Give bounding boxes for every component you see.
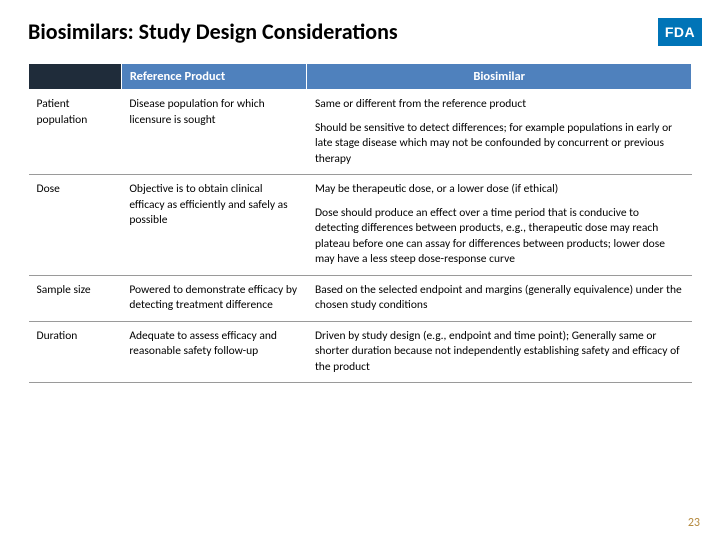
row-biosimilar: Based on the selected endpoint and margi… bbox=[307, 275, 692, 321]
table-row: Sample size Powered to demonstrate effic… bbox=[29, 275, 692, 321]
row-label: Dose bbox=[29, 175, 122, 276]
slide-title: Biosimilars: Study Design Considerations bbox=[28, 18, 692, 45]
row-label: Patient population bbox=[29, 90, 122, 175]
slide-content: Biosimilars: Study Design Considerations… bbox=[0, 0, 720, 383]
fda-logo: FDA bbox=[658, 18, 702, 46]
table-row: Dose Objective is to obtain clinical eff… bbox=[29, 175, 692, 276]
table-row: Duration Adequate to assess efficacy and… bbox=[29, 321, 692, 383]
row-biosimilar: Same or different from the reference pro… bbox=[307, 90, 692, 175]
row-reference: Adequate to assess efficacy and reasonab… bbox=[121, 321, 307, 383]
considerations-table: Reference Product Biosimilar Patient pop… bbox=[28, 63, 692, 383]
bio-paragraph: Same or different from the reference pro… bbox=[315, 97, 684, 113]
row-biosimilar: May be therapeutic dose, or a lower dose… bbox=[307, 175, 692, 276]
bio-paragraph: Based on the selected endpoint and margi… bbox=[315, 283, 684, 314]
row-reference: Powered to demonstrate efficacy by detec… bbox=[121, 275, 307, 321]
table-header-row: Reference Product Biosimilar bbox=[29, 64, 692, 90]
row-reference: Objective is to obtain clinical efficacy… bbox=[121, 175, 307, 276]
col-header-blank bbox=[29, 64, 122, 90]
table-row: Patient population Disease population fo… bbox=[29, 90, 692, 175]
row-biosimilar: Driven by study design (e.g., endpoint a… bbox=[307, 321, 692, 383]
bio-paragraph: Dose should produce an effect over a tim… bbox=[315, 206, 684, 268]
row-reference: Disease population for which licensure i… bbox=[121, 90, 307, 175]
col-header-reference: Reference Product bbox=[121, 64, 307, 90]
bio-paragraph: Driven by study design (e.g., endpoint a… bbox=[315, 329, 684, 376]
bio-paragraph: Should be sensitive to detect difference… bbox=[315, 121, 684, 168]
page-number: 23 bbox=[688, 516, 700, 530]
col-header-biosimilar: Biosimilar bbox=[307, 64, 692, 90]
row-label: Duration bbox=[29, 321, 122, 383]
row-label: Sample size bbox=[29, 275, 122, 321]
bio-paragraph: May be therapeutic dose, or a lower dose… bbox=[315, 182, 684, 198]
